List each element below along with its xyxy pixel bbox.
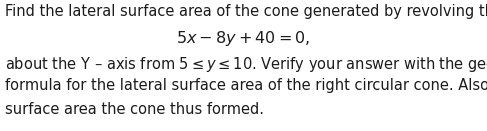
Text: formula for the lateral surface area of the right circular cone. Also, find the : formula for the lateral surface area of … [5, 78, 487, 93]
Text: surface area the cone thus formed.: surface area the cone thus formed. [5, 102, 264, 117]
Text: about the Y – axis from $5 \leq y \leq 10$. Verify your answer with the geometri: about the Y – axis from $5 \leq y \leq 1… [5, 55, 487, 74]
Text: Find the lateral surface area of the cone generated by revolving the line segmen: Find the lateral surface area of the con… [5, 4, 487, 19]
Text: $5x - 8y + 40 = 0,$: $5x - 8y + 40 = 0,$ [176, 29, 311, 48]
